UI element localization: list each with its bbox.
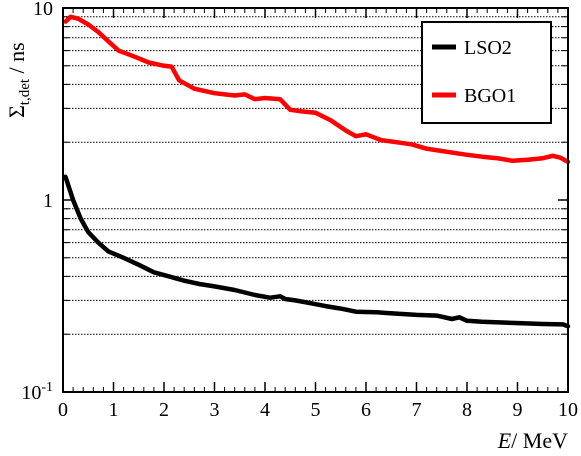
x-axis-variable: E (497, 428, 512, 453)
y-axis-subscript: t,det (17, 78, 33, 105)
x-tick-label: 1 (109, 399, 119, 421)
x-tick-label: 2 (159, 399, 169, 421)
x-tick-label: 7 (412, 399, 422, 421)
series-line-lso2 (63, 174, 571, 329)
y-tick-label: 10-1 (21, 380, 53, 404)
y-tick-label: 1 (43, 190, 53, 212)
x-tick-label: 5 (311, 399, 321, 421)
y-tick-labels: 10 1 10-1 (21, 0, 53, 404)
legend: LSO2 BGO1 (421, 21, 552, 124)
series-line-bgo1 (63, 14, 571, 165)
legend-label-lso2: LSO2 (464, 37, 512, 59)
x-tick-label: 9 (513, 399, 523, 421)
x-tick-label: 6 (361, 399, 371, 421)
y-tick-label: 10 (33, 0, 53, 20)
y-axis-symbol: Σ (4, 105, 29, 118)
x-tick-labels: 0 1 2 3 4 5 6 7 8 9 10 (58, 399, 578, 421)
legend-box (421, 21, 552, 124)
x-tick-label: 10 (558, 399, 578, 421)
y-axis-label: Σt,det / ns (4, 42, 33, 118)
legend-label-bgo1: BGO1 (464, 85, 516, 107)
x-tick-label: 8 (462, 399, 472, 421)
x-axis-unit: / MeV (511, 428, 568, 453)
x-tick-label: 0 (58, 399, 68, 421)
x-axis-label: E/ MeV (497, 428, 568, 453)
x-tick-label: 4 (260, 399, 270, 421)
plot-frame (62, 7, 569, 393)
y-axis-unit: / ns (4, 42, 29, 79)
x-tick-label: 3 (210, 399, 220, 421)
series-layer (63, 14, 571, 329)
